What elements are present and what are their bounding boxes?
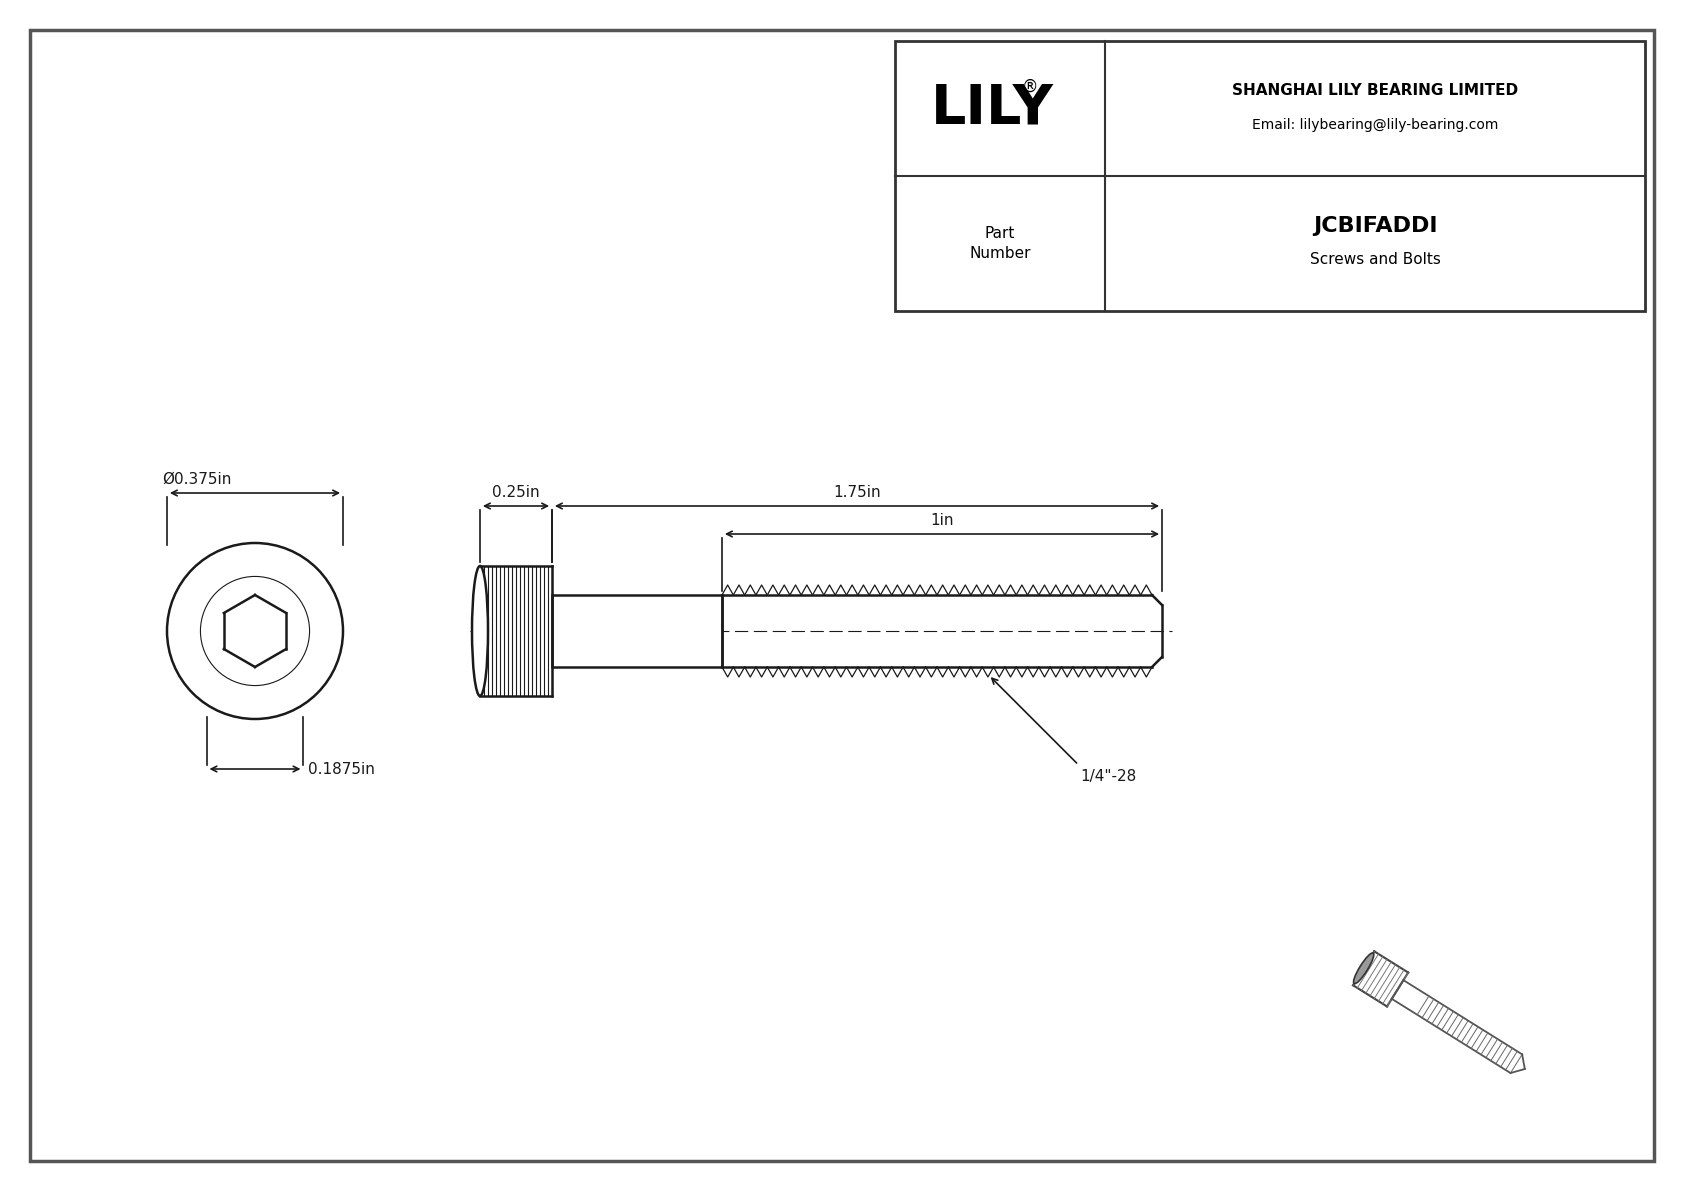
- Ellipse shape: [1354, 953, 1374, 984]
- Text: 1in: 1in: [930, 513, 953, 528]
- Text: 1.75in: 1.75in: [834, 485, 881, 500]
- Text: JCBIFADDI: JCBIFADDI: [1314, 216, 1436, 236]
- Text: 0.1875in: 0.1875in: [308, 761, 376, 777]
- Ellipse shape: [472, 566, 488, 696]
- Text: 0.25in: 0.25in: [492, 485, 541, 500]
- Ellipse shape: [200, 576, 310, 686]
- Bar: [552, 596, 722, 667]
- Bar: [894, 40, 1645, 311]
- Text: Screws and Bolts: Screws and Bolts: [1310, 252, 1440, 267]
- Text: Ø0.375in: Ø0.375in: [162, 472, 231, 487]
- Text: ®: ®: [1022, 77, 1039, 95]
- Text: Email: lilybearing@lily-bearing.com: Email: lilybearing@lily-bearing.com: [1251, 118, 1499, 131]
- Text: SHANGHAI LILY BEARING LIMITED: SHANGHAI LILY BEARING LIMITED: [1233, 83, 1517, 98]
- Text: LILY: LILY: [931, 81, 1054, 136]
- Ellipse shape: [167, 543, 344, 719]
- Bar: [480, 566, 552, 696]
- Text: 1/4"-28: 1/4"-28: [1081, 769, 1137, 784]
- Text: Part
Number: Part Number: [970, 225, 1031, 262]
